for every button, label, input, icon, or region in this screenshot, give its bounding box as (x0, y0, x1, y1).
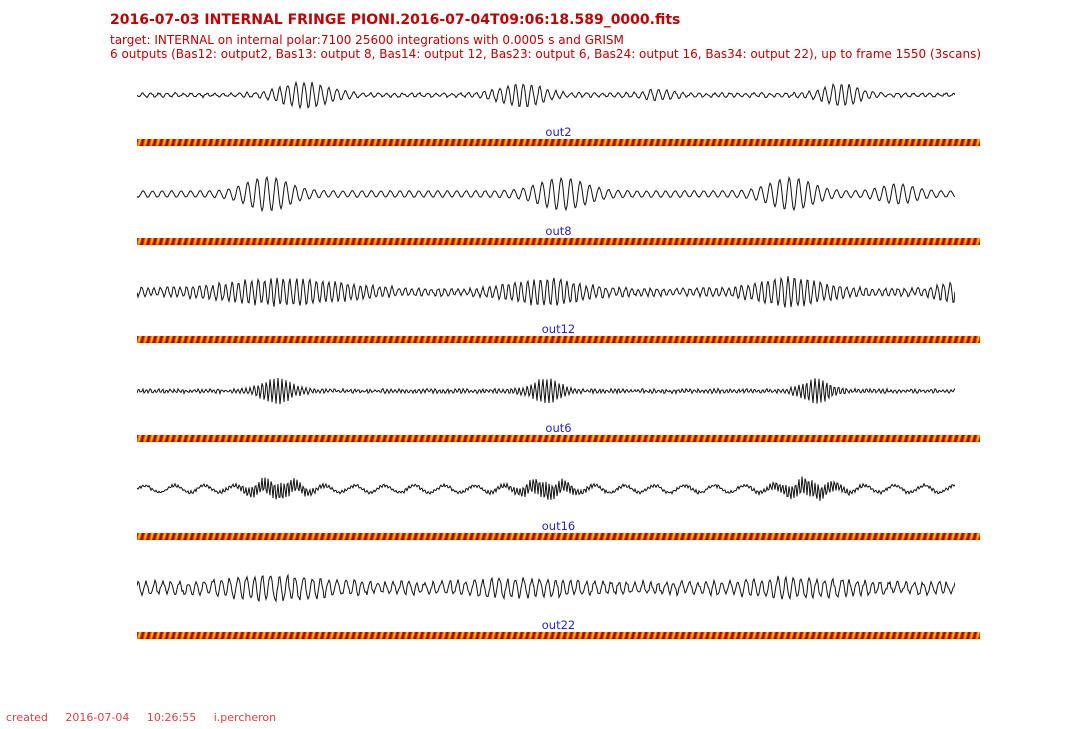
fringe-trace-line (137, 276, 955, 308)
target-info-line: target: INTERNAL on internal polar:7100 … (110, 33, 624, 47)
output-label: out8 (545, 224, 572, 238)
fringe-heatmap-strip (137, 336, 980, 343)
created-stamp: created 2016-07-04 10:26:55 i.percheron (6, 711, 290, 724)
fringe-trace-line (137, 476, 955, 501)
page-title: 2016-07-03 INTERNAL FRINGE PIONI.2016-07… (110, 12, 681, 28)
fringe-heatmap-strip (137, 139, 980, 146)
fringe-heatmap-strip (137, 632, 980, 639)
output-label: out6 (545, 421, 572, 435)
fringe-trace-line (137, 80, 955, 110)
fringe-trace-line (137, 573, 955, 603)
output-label: out22 (541, 618, 576, 632)
fringe-waveform (137, 175, 955, 213)
output-label: out2 (545, 125, 572, 139)
fringe-waveform (137, 573, 955, 603)
fringe-trace-line (137, 175, 955, 213)
output-label: out16 (541, 519, 576, 533)
fringe-waveform (137, 377, 955, 405)
fringe-waveform (137, 476, 955, 501)
outputs-info-line: 6 outputs (Bas12: output2, Bas13: output… (110, 47, 981, 61)
fringe-heatmap-strip (137, 238, 980, 245)
fringe-waveform (137, 276, 955, 308)
created-author: i.percheron (213, 711, 277, 724)
fringe-waveform (137, 80, 955, 110)
created-label: created (6, 711, 48, 724)
created-date: 2016-07-04 (65, 711, 130, 724)
fringe-heatmap-strip (137, 435, 980, 442)
fringe-trace-line (137, 377, 955, 405)
created-time: 10:26:55 (146, 711, 197, 724)
fringe-heatmap-strip (137, 533, 980, 540)
output-label: out12 (541, 322, 576, 336)
